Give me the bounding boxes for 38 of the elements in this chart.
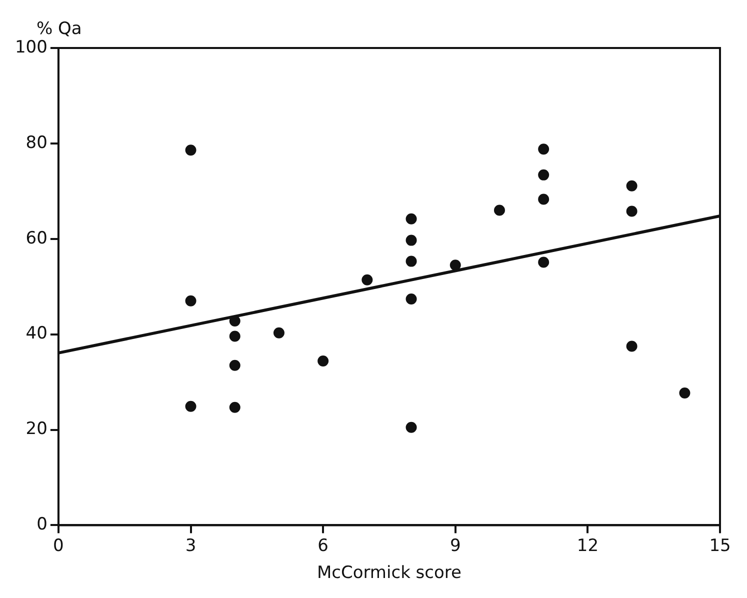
x-tick-label: 6 <box>318 536 328 556</box>
point <box>626 180 638 192</box>
y-tick-label: 0 <box>36 514 48 535</box>
y-tick-label: 60 <box>26 228 48 248</box>
point <box>538 194 550 205</box>
point <box>185 144 196 156</box>
point <box>185 400 196 412</box>
point <box>406 213 417 224</box>
x-tick-label: 3 <box>185 536 196 556</box>
point <box>229 360 240 371</box>
point <box>538 144 550 155</box>
point <box>229 402 240 413</box>
point <box>538 169 550 180</box>
point <box>406 294 417 305</box>
y-axis-title: % Qa <box>36 19 82 39</box>
point <box>679 388 690 399</box>
point <box>362 274 373 286</box>
point <box>406 422 417 433</box>
point <box>406 256 417 267</box>
x-axis-title: McCormick score <box>316 563 462 584</box>
point <box>318 356 329 367</box>
point <box>494 204 505 216</box>
x-tick-label: 0 <box>53 536 64 556</box>
y-tick-label: 100 <box>14 37 48 58</box>
point <box>406 234 417 246</box>
y-tick-label: 80 <box>26 132 48 153</box>
point <box>229 330 240 342</box>
point <box>538 256 550 268</box>
point <box>450 260 461 271</box>
x-tick-label: 15 <box>709 536 731 556</box>
point <box>273 327 284 338</box>
y-tick-label: 20 <box>26 419 48 440</box>
point <box>626 340 638 352</box>
y-tick-label: 40 <box>26 324 48 344</box>
point <box>626 206 638 217</box>
x-tick-label: 12 <box>576 536 599 556</box>
point <box>185 295 196 306</box>
x-tick-label: 9 <box>450 536 461 556</box>
